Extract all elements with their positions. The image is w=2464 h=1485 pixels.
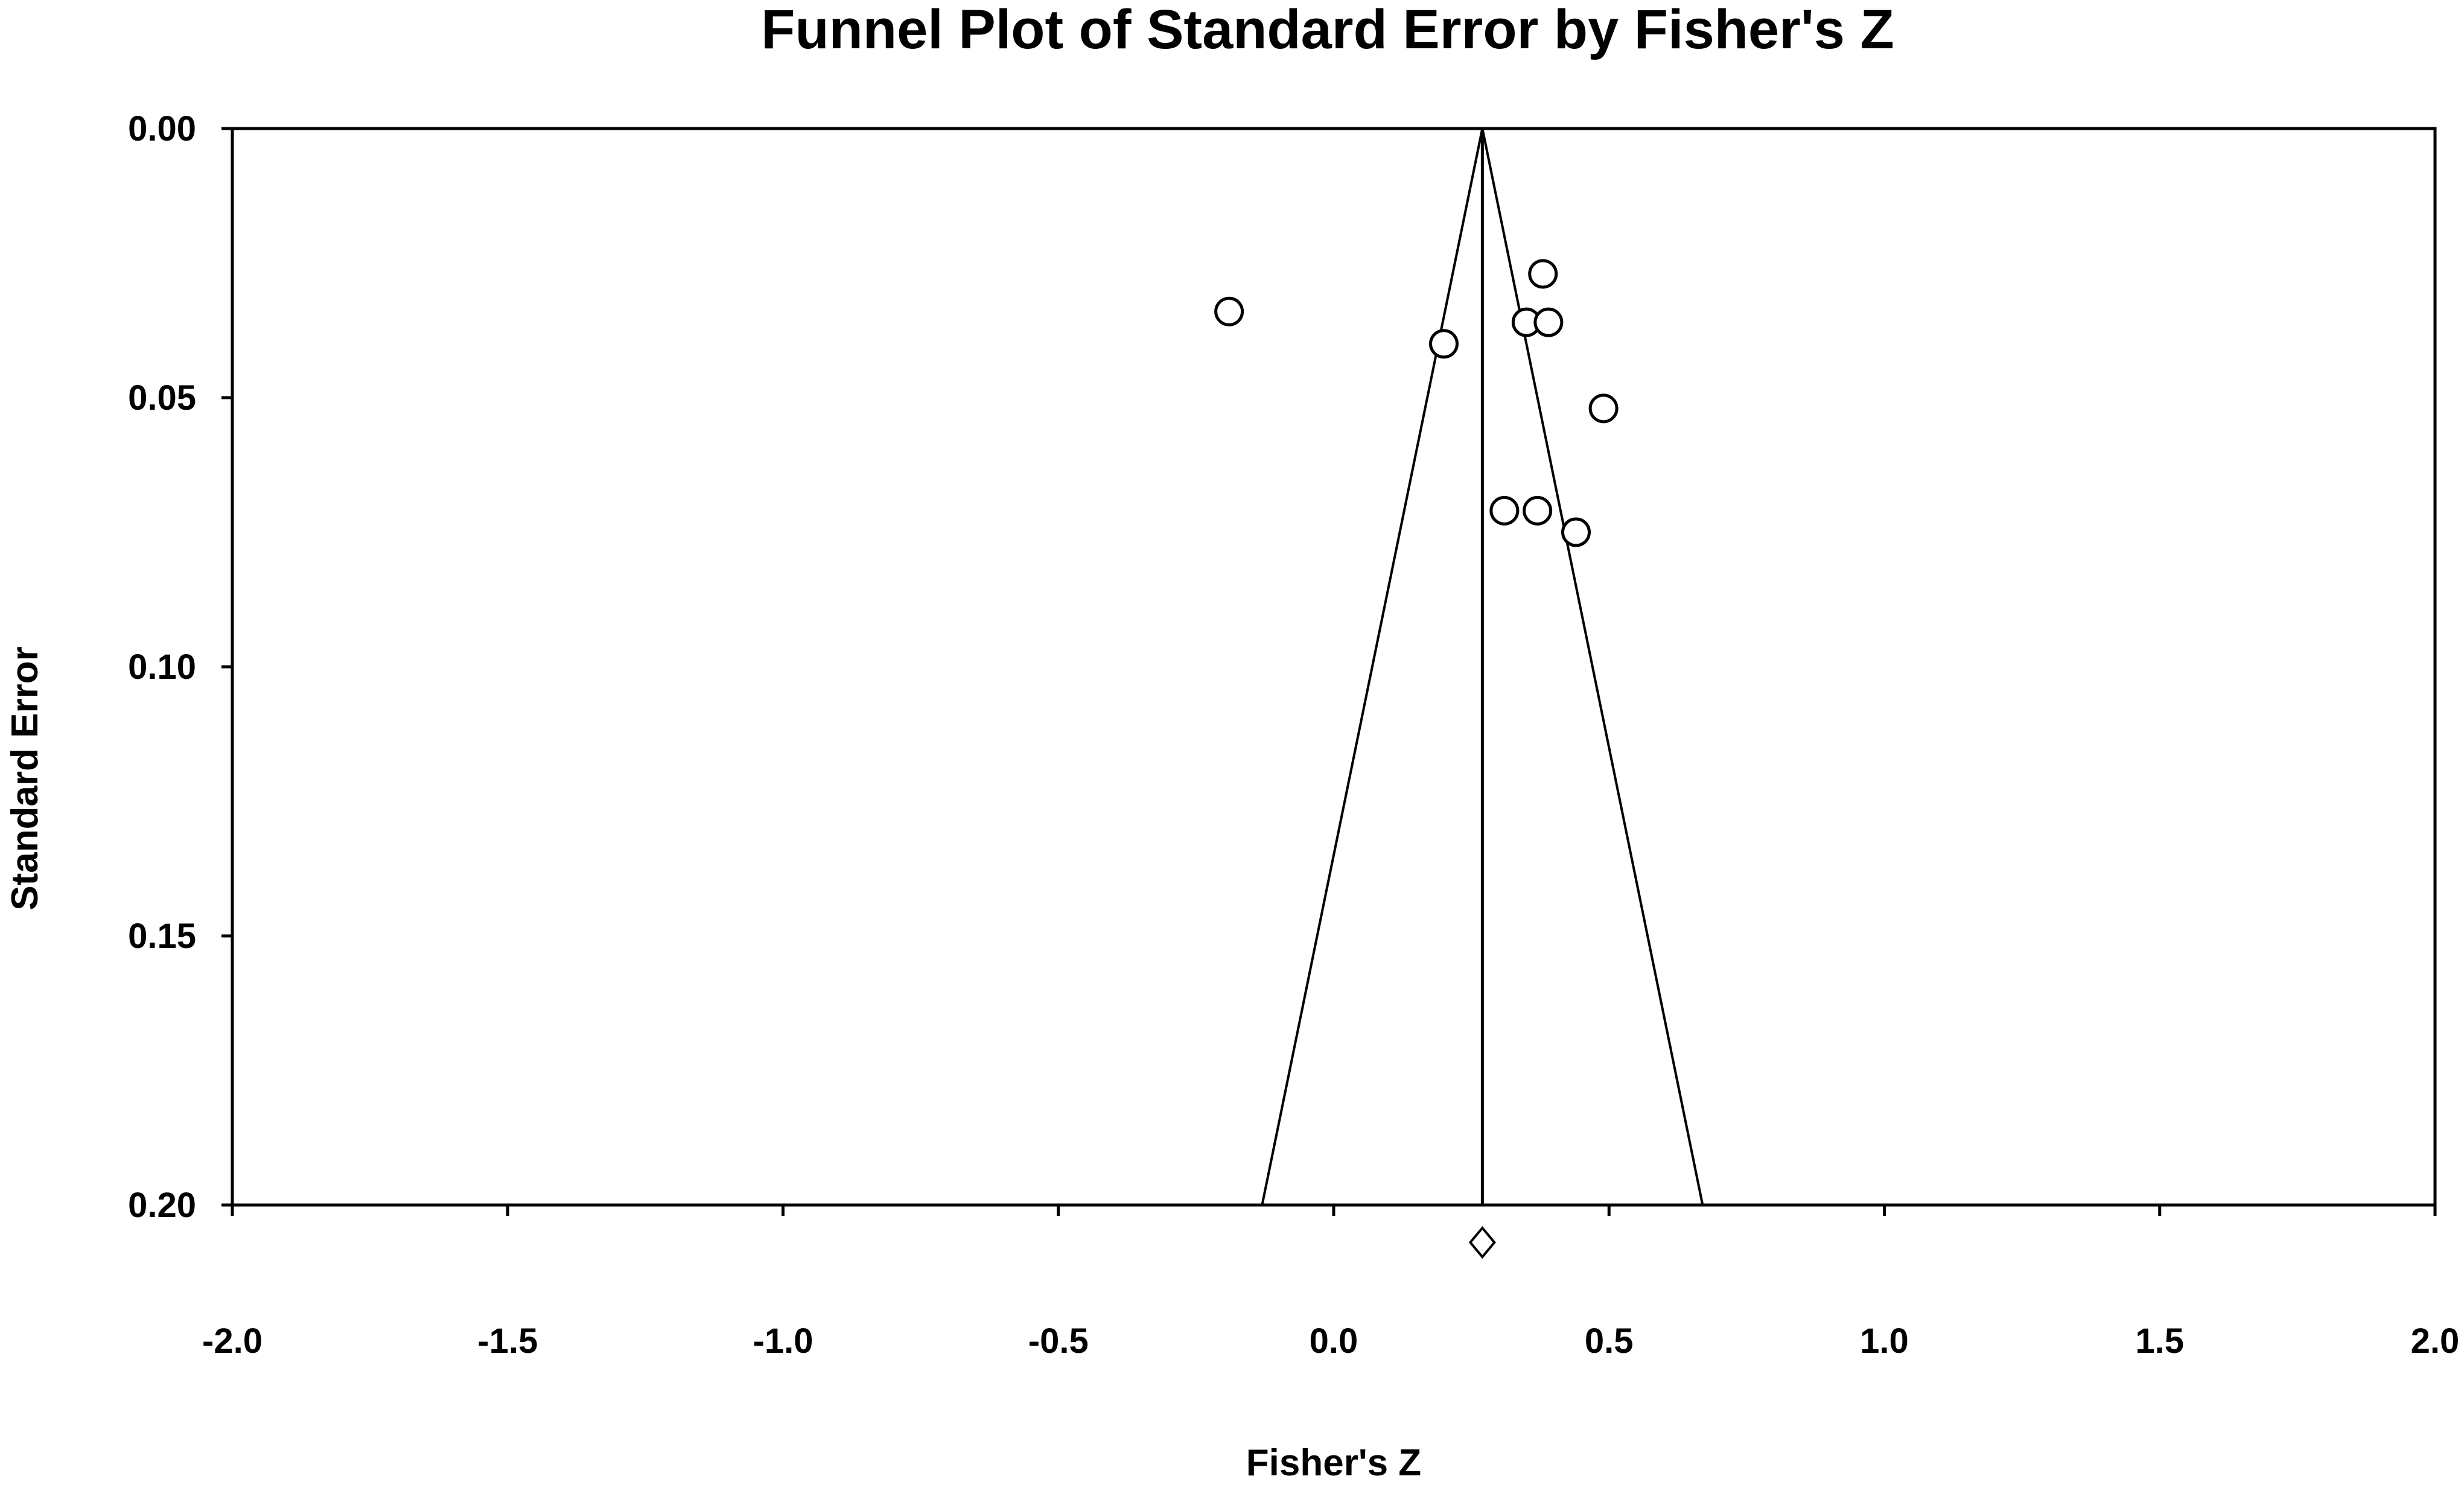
study-points [1214,259,1619,547]
x-tick-label: -0.5 [1028,1321,1089,1361]
x-tick-label: 1.0 [1860,1321,1909,1361]
x-tick-label: 0.5 [1585,1321,1634,1361]
funnel-left-line [1261,128,1484,1206]
x-tick-label: -1.5 [477,1321,538,1361]
x-tick-label: -2.0 [202,1321,263,1361]
funnel-right-line [1481,128,1704,1206]
y-axis-ticks: 0.00 0.05 0.10 0.15 0.20 [128,109,232,1225]
funnel-lines [1261,128,1704,1206]
study-point [1489,495,1520,526]
x-tick-label: 1.5 [2135,1321,2184,1361]
study-point [1429,329,1459,359]
summary-effect [1468,1226,1496,1259]
x-tick-label: 2.0 [2411,1321,2460,1361]
chart-title: Funnel Plot of Standard Error by Fisher'… [761,0,1894,60]
y-axis-label: Standard Error [4,646,46,911]
x-tick-label: -1.0 [753,1321,813,1361]
study-point [1523,495,1553,526]
x-axis-label: Fisher's Z [1246,1442,1421,1484]
x-tick-label: 0.0 [1310,1321,1358,1361]
plot-area-frame [231,127,2437,1207]
study-point [1561,517,1591,547]
y-tick-label: 0.00 [128,109,196,148]
study-point [1214,296,1244,326]
y-tick-label: 0.20 [128,1186,196,1225]
x-axis-ticks: -2.0 -1.5 -1.0 -0.5 0.0 0.5 1.0 1.5 2.0 [202,1205,2459,1361]
y-tick-label: 0.10 [128,647,196,687]
y-tick-label: 0.05 [128,378,196,418]
study-point [1533,307,1564,337]
y-tick-label: 0.15 [128,917,196,956]
summary-diamond [1468,1226,1496,1259]
study-point [1588,393,1619,424]
study-point [1528,259,1558,289]
